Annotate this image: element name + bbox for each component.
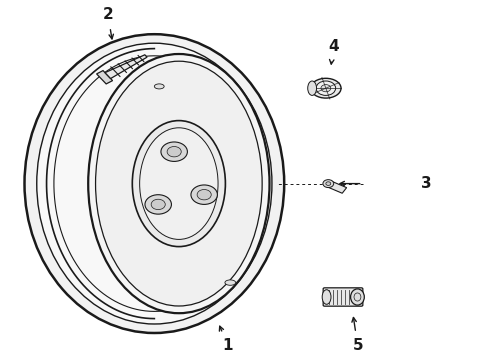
Ellipse shape	[191, 185, 218, 204]
Polygon shape	[105, 55, 147, 78]
Ellipse shape	[350, 289, 364, 305]
Ellipse shape	[145, 195, 172, 214]
Ellipse shape	[154, 84, 164, 89]
Text: 4: 4	[328, 39, 339, 54]
Ellipse shape	[151, 199, 165, 210]
Text: 5: 5	[352, 338, 363, 353]
Ellipse shape	[323, 180, 334, 188]
Text: 2: 2	[102, 7, 113, 22]
Ellipse shape	[326, 182, 331, 185]
Ellipse shape	[161, 142, 187, 161]
Ellipse shape	[311, 78, 341, 98]
Ellipse shape	[321, 85, 331, 92]
Polygon shape	[97, 71, 113, 84]
Ellipse shape	[88, 54, 270, 313]
Ellipse shape	[316, 81, 336, 95]
Text: 3: 3	[421, 176, 432, 191]
Ellipse shape	[140, 128, 218, 239]
Text: 1: 1	[222, 338, 233, 353]
Polygon shape	[326, 181, 346, 193]
Ellipse shape	[24, 34, 284, 333]
Ellipse shape	[37, 43, 272, 324]
Ellipse shape	[96, 61, 262, 306]
Ellipse shape	[308, 81, 317, 95]
Ellipse shape	[225, 280, 236, 285]
Ellipse shape	[197, 189, 211, 200]
FancyBboxPatch shape	[323, 288, 363, 306]
Ellipse shape	[322, 290, 331, 304]
Ellipse shape	[132, 121, 225, 247]
Ellipse shape	[167, 147, 181, 157]
